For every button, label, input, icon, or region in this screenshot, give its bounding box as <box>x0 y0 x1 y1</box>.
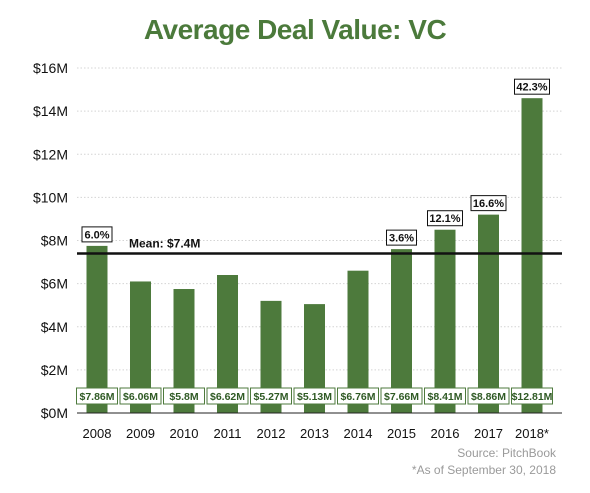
value-label-box <box>424 387 466 405</box>
x-tick-label: 2009 <box>126 426 155 441</box>
y-tick-label: $12M <box>33 146 68 162</box>
value-label-box <box>293 387 336 405</box>
value-label-box <box>163 387 205 405</box>
axes: $0M $2M $4M $6M $8M $10M $12M $14M $16M 2008 2009 2… <box>33 60 562 441</box>
y-tick-label: $10M <box>33 189 68 205</box>
value-label: $6.06M <box>123 391 158 403</box>
x-tick-label: 2011 <box>214 426 242 441</box>
bar <box>260 300 282 413</box>
bar <box>304 304 325 413</box>
bar <box>217 275 238 413</box>
source-text: Source: PitchBook <box>457 446 556 460</box>
growth-label-box <box>470 195 507 212</box>
value-label: $5.13M <box>297 391 332 403</box>
y-tick-label: $0M <box>41 405 68 421</box>
x-tick-label: 2014 <box>344 426 373 441</box>
growth-label-box <box>514 78 550 95</box>
value-label: $7.66M <box>384 391 419 403</box>
x-tick-label: 2012 <box>257 426 286 441</box>
value-label-box <box>511 387 553 405</box>
value-label: $6.76M <box>340 391 375 403</box>
bar <box>521 98 543 413</box>
value-label: $5.27M <box>253 391 288 403</box>
value-labels: $7.86M $6.06M $5.8M $6.62M $5.27M $5.13M $6.76… <box>76 387 553 405</box>
source-note: Source: PitchBook *As of September 30, 2… <box>412 445 556 479</box>
value-label: $12.81M <box>512 391 553 403</box>
value-label: $5.8M <box>169 391 198 403</box>
value-label: $8.86M <box>471 391 506 403</box>
x-tick-label: 2016 <box>431 426 460 441</box>
chart-title: Average Deal Value: VC <box>143 14 447 45</box>
value-label-box <box>119 387 162 405</box>
growth-label: 42.3% <box>516 82 547 94</box>
y-tick-label: $2M <box>41 362 68 378</box>
bar <box>130 281 151 413</box>
value-label-box <box>337 387 379 405</box>
x-tick-label: 2010 <box>170 426 199 441</box>
bar <box>86 245 108 413</box>
bar <box>478 214 499 413</box>
x-tick-label: 2013 <box>300 426 329 441</box>
value-label-box <box>206 387 249 405</box>
mean-label: Mean: $7.4M <box>129 236 200 250</box>
bars <box>86 98 543 413</box>
value-label: $6.62M <box>210 391 245 403</box>
growth-label: 16.6% <box>473 198 504 210</box>
growth-label-box <box>427 210 463 227</box>
y-tick-label: $14M <box>33 103 68 119</box>
y-tick-label: $8M <box>41 233 68 249</box>
y-tick-label: $6M <box>41 276 68 292</box>
growth-label-box <box>81 226 113 243</box>
value-label-box <box>76 387 118 405</box>
value-label-box <box>250 387 292 405</box>
x-tick-label: 2017 <box>474 426 503 441</box>
growth-labels: 6.0% 3.6% 12.1% 16.6% 42.3% <box>81 78 550 246</box>
bar <box>391 249 412 413</box>
value-label: $7.86M <box>79 391 114 403</box>
x-tick-label: 2008 <box>83 426 112 441</box>
y-tick-label: $16M <box>33 60 68 76</box>
mean-line-group: Mean: $7.4M <box>77 236 562 255</box>
growth-label: 12.1% <box>429 213 460 225</box>
y-tick-label: $4M <box>41 319 68 335</box>
growth-label: 3.6% <box>389 233 414 245</box>
bar <box>347 270 369 413</box>
value-label-box <box>467 387 510 405</box>
footnote-text: *As of September 30, 2018 <box>411 463 556 477</box>
x-tick-label: 2015 <box>387 426 416 441</box>
x-tick-label: 2018* <box>515 426 549 441</box>
value-label: $8.41M <box>427 391 462 403</box>
bar <box>434 229 456 413</box>
value-label-box <box>380 387 423 405</box>
growth-label: 6.0% <box>84 229 109 241</box>
bar <box>173 289 195 413</box>
growth-label-box <box>386 229 417 246</box>
